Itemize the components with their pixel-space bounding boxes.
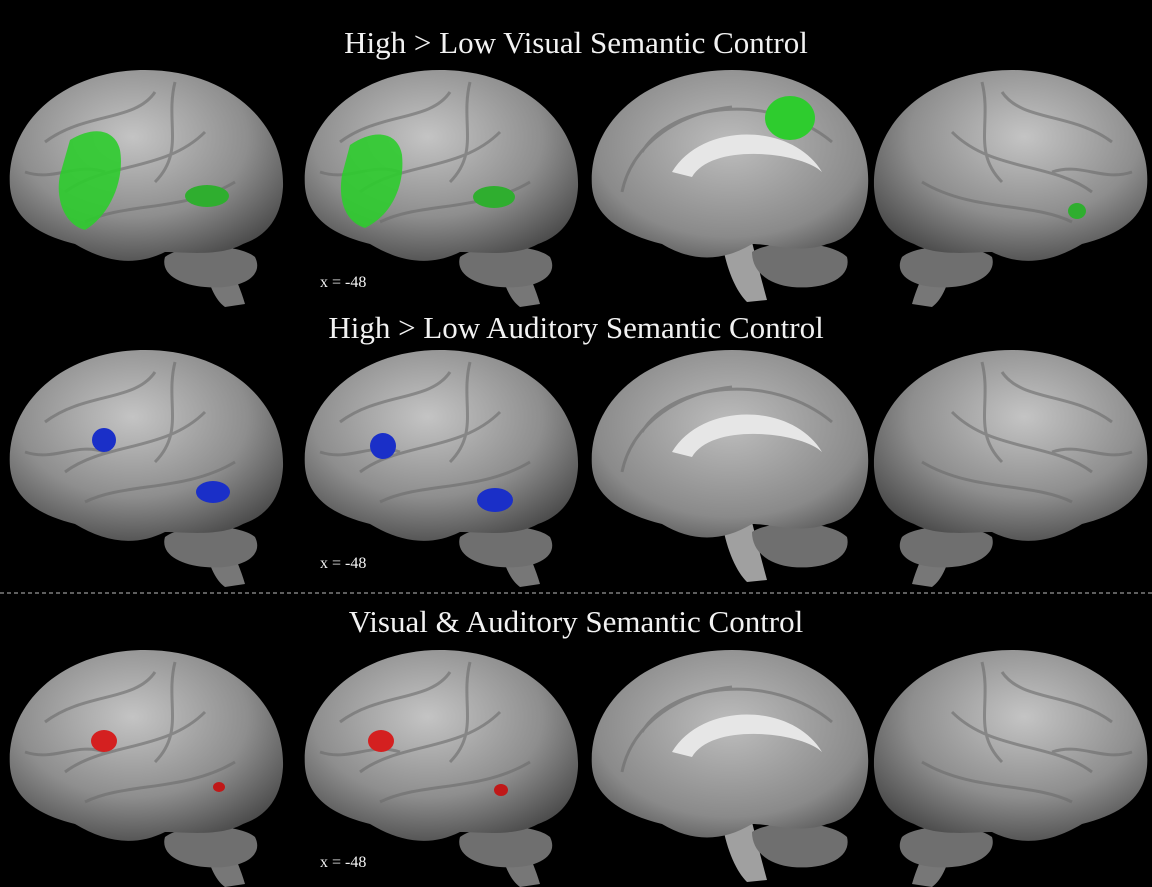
cluster — [368, 730, 394, 752]
cluster — [92, 428, 116, 452]
cluster — [1068, 203, 1086, 219]
brain-render — [10, 350, 283, 587]
slice-label: x = -48 — [320, 274, 366, 291]
brain-render — [874, 650, 1147, 887]
brain-render — [592, 70, 868, 302]
cluster — [477, 488, 513, 512]
cluster — [494, 784, 508, 796]
slice-label: x = -48 — [320, 854, 366, 871]
slice-label: x = -48 — [320, 555, 366, 572]
brain-render — [305, 650, 578, 887]
row-title: High > Low Visual Semantic Control — [344, 25, 808, 60]
brain-render — [592, 350, 868, 582]
brain-render — [874, 70, 1147, 307]
cluster — [370, 433, 396, 459]
brain-render — [10, 650, 283, 887]
brain-render — [305, 350, 578, 587]
figure: High > Low Visual Semantic Control x = -… — [0, 0, 1152, 887]
cluster — [473, 186, 515, 208]
row-title: Visual & Auditory Semantic Control — [349, 604, 804, 639]
brain-render — [874, 350, 1147, 587]
brain-panels — [10, 70, 1148, 887]
brain-render — [592, 650, 868, 882]
cluster — [213, 782, 225, 792]
cluster — [185, 185, 229, 207]
cluster — [196, 481, 230, 503]
brain-render — [10, 70, 283, 307]
cluster — [91, 730, 117, 752]
row-title: High > Low Auditory Semantic Control — [328, 310, 823, 345]
cluster — [765, 96, 815, 140]
